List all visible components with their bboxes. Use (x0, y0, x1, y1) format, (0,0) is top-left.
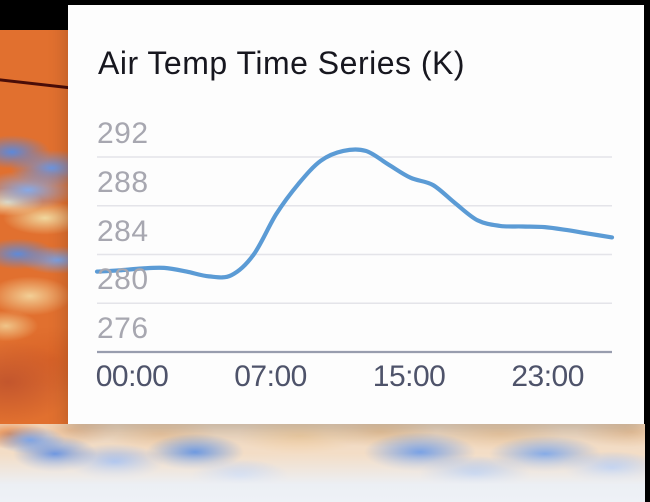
x-axis-tick-label: 23:00 (511, 360, 584, 393)
chart-canvas[interactable] (94, 122, 615, 356)
x-axis-tick-label: 15:00 (372, 360, 446, 393)
map-boundary-line (0, 78, 75, 90)
y-axis-tick-label: 292 (97, 117, 149, 150)
x-axis-tick-label: 07:00 (234, 360, 307, 393)
y-axis-tick-label: 288 (97, 165, 149, 199)
thermal-map-bottom-strip[interactable] (0, 424, 645, 502)
y-axis-tick-label: 280 (97, 263, 149, 297)
air-temp-chart-card: Air Temp Time Series (K) 292 288 284 280 276… (68, 5, 644, 424)
x-axis-tick-label: 00:00 (95, 360, 169, 393)
thermal-map-left-strip[interactable] (0, 30, 75, 424)
air-temp-line-chart: 292 288 284 280 276 00:00 07:00 15:00 23:00 (68, 110, 644, 410)
chart-title: Air Temp Time Series (K) (98, 45, 466, 81)
y-axis-tick-label: 284 (97, 214, 149, 248)
y-axis-tick-label: 276 (97, 312, 149, 345)
air-temp-series-line (94, 147, 615, 280)
